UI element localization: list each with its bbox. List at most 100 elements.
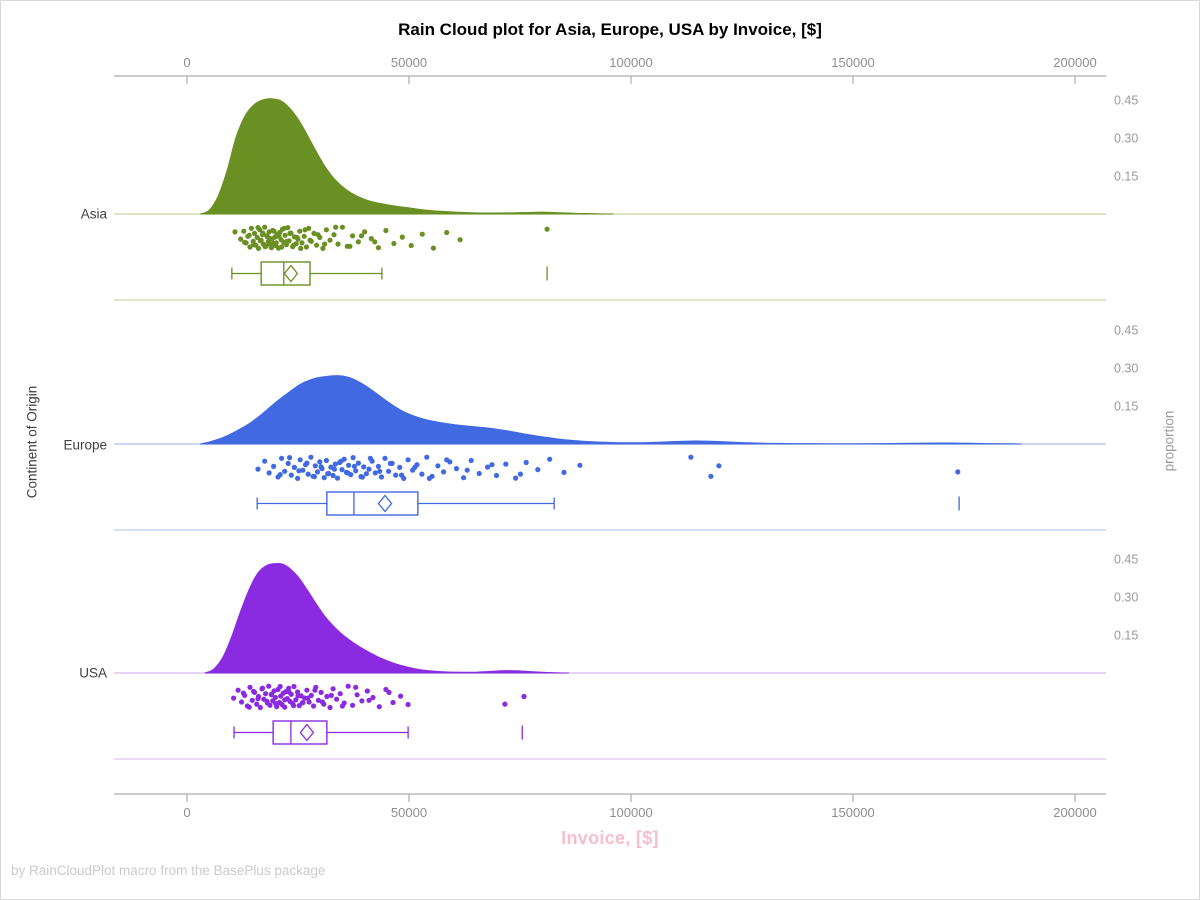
rain-point	[322, 241, 328, 247]
rain-point	[232, 229, 238, 235]
rain-point	[282, 697, 288, 703]
rain-point	[302, 227, 308, 233]
rain-point	[262, 224, 268, 230]
rain-point	[242, 239, 248, 245]
rain-point	[350, 455, 356, 461]
rain-point	[235, 687, 241, 693]
rain-point	[366, 697, 372, 703]
rain-point	[716, 463, 722, 469]
rain-point	[272, 694, 278, 701]
rain-point	[338, 458, 344, 464]
rain-point	[293, 697, 299, 703]
rain-point	[375, 245, 381, 251]
rain-point	[310, 703, 317, 709]
rain-point	[311, 474, 317, 480]
x-axis-bottom-tick-label: 150000	[831, 805, 874, 820]
rain-point	[339, 467, 345, 473]
rain-point	[266, 470, 272, 476]
rain-point	[269, 236, 275, 242]
rain-point	[264, 698, 270, 705]
rain-point	[307, 237, 313, 243]
rain-point	[299, 700, 305, 706]
rain-point	[398, 472, 405, 478]
density-europe	[200, 375, 1022, 445]
rain-point	[268, 691, 274, 697]
rain-point	[386, 689, 392, 696]
category-label-usa: USA	[79, 665, 107, 681]
rain-point	[247, 684, 253, 690]
rain-point	[262, 244, 268, 250]
rain-point	[246, 232, 252, 238]
rain-point	[324, 693, 330, 700]
rain-point	[544, 226, 550, 232]
rain-point	[286, 685, 292, 691]
rain-point	[305, 695, 311, 701]
proportion-tick-label: 0.15	[1114, 629, 1138, 643]
rain-point	[248, 225, 254, 231]
rain-point	[287, 230, 293, 236]
rain-point	[370, 694, 376, 701]
x-axis-top-tick-label: 50000	[391, 55, 427, 70]
rain-point	[364, 688, 370, 694]
rain-point	[330, 472, 336, 479]
rain-point	[485, 464, 491, 470]
x-axis-bottom-tick-label: 0	[183, 805, 190, 820]
rain-point	[295, 689, 301, 695]
proportion-tick-label: 0.30	[1114, 591, 1138, 605]
rain-point	[350, 233, 356, 239]
rain-point	[323, 227, 329, 233]
proportion-tick-label: 0.45	[1114, 324, 1138, 338]
rain-point	[468, 457, 474, 464]
rain-point	[493, 472, 500, 479]
rain-point	[383, 227, 389, 234]
rain-point	[321, 475, 327, 481]
rain-point	[419, 471, 425, 477]
rain-point	[378, 474, 385, 480]
rain-point	[285, 460, 291, 466]
rain-point	[393, 472, 399, 478]
rain-point	[323, 457, 329, 464]
rain-point	[444, 457, 450, 463]
rain-point	[457, 237, 463, 243]
rain-point	[263, 691, 269, 697]
rain-point	[398, 693, 404, 699]
rain-point	[239, 699, 245, 705]
rain-point	[240, 690, 246, 696]
mean-diamond-europe	[377, 494, 393, 513]
rain-point	[376, 704, 382, 710]
rain-point	[257, 238, 263, 244]
boxplot-europe	[256, 491, 960, 516]
rain-point	[241, 228, 247, 234]
rain-point	[251, 688, 257, 695]
credit-note: by RainCloudPlot macro from the BasePlus…	[11, 863, 326, 878]
rain-point	[363, 471, 369, 477]
rain-point	[282, 704, 288, 710]
rain-point	[353, 684, 359, 690]
rain-point	[279, 244, 285, 250]
rain-point	[332, 461, 338, 467]
rain-point	[317, 459, 323, 465]
rain-point	[287, 455, 293, 461]
rain-point	[346, 462, 352, 468]
rain-point	[345, 470, 351, 476]
rain-points-europe	[255, 454, 961, 481]
y-axis-title-right: proportion	[1161, 410, 1177, 472]
rain-point	[291, 464, 297, 470]
rain-point	[334, 475, 341, 481]
rain-point	[282, 232, 288, 238]
rain-point	[353, 468, 359, 474]
rain-point	[441, 469, 447, 475]
rain-point	[279, 455, 285, 461]
rain-point	[328, 692, 334, 699]
rain-point	[351, 463, 357, 469]
density-usa	[204, 562, 569, 674]
rain-point	[412, 464, 418, 470]
rain-point	[350, 702, 356, 708]
rain-point	[517, 471, 524, 477]
rain-point	[405, 457, 411, 463]
proportion-tick-label: 0.30	[1114, 132, 1138, 146]
box-iqr-europe	[326, 491, 419, 516]
category-label-europe: Europe	[63, 437, 107, 453]
